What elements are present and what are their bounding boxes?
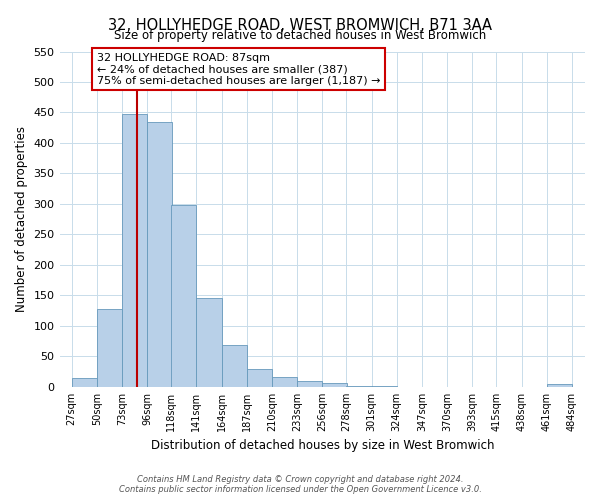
Bar [97,309,122,387]
Text: 32 HOLLYHEDGE ROAD: 87sqm
← 24% of detached houses are smaller (387)
75% of semi: 32 HOLLYHEDGE ROAD: 87sqm ← 24% of detac… [97,52,380,86]
Bar [547,384,572,387]
Y-axis label: Number of detached properties: Number of detached properties [15,126,28,312]
Bar [71,378,97,387]
X-axis label: Distribution of detached houses by size in West Bromwich: Distribution of detached houses by size … [151,440,494,452]
Bar [171,205,196,387]
Bar [371,386,397,387]
Text: 32, HOLLYHEDGE ROAD, WEST BROMWICH, B71 3AA: 32, HOLLYHEDGE ROAD, WEST BROMWICH, B71 … [108,18,492,32]
Bar [272,376,297,387]
Bar [196,298,221,387]
Text: Contains HM Land Registry data © Crown copyright and database right 2024.
Contai: Contains HM Land Registry data © Crown c… [119,474,481,494]
Bar [122,114,147,387]
Text: Size of property relative to detached houses in West Bromwich: Size of property relative to detached ho… [114,29,486,42]
Bar [346,386,371,387]
Bar [297,381,322,387]
Bar [247,368,272,387]
Bar [147,122,172,387]
Bar [322,384,347,387]
Bar [221,346,247,387]
